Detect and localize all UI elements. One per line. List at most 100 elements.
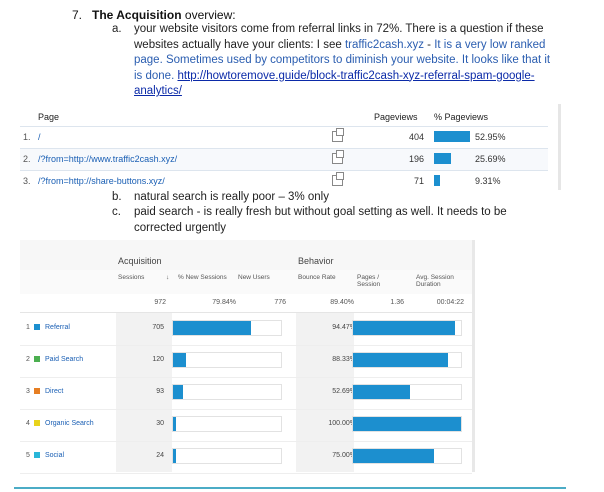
sessions-value: 24 (156, 452, 164, 459)
heading-rest: overview: (181, 8, 236, 22)
bounce-rate-value: 52.69% (332, 388, 356, 395)
referral-domain: traffic2cash.xyz (344, 38, 424, 51)
avg-duration-header[interactable]: Avg. Session Duration (416, 274, 454, 288)
row-index: 3. (23, 176, 31, 186)
sessions-value: 120 (152, 356, 164, 363)
channel-link[interactable]: Social (45, 452, 65, 459)
sessions-bar (173, 321, 251, 335)
bounce-bar-track (352, 352, 462, 368)
channel-row: 2 Paid Search 120 88.33% (20, 344, 472, 378)
group-header-row: Acquisition Behavior (20, 240, 472, 271)
sessions-bar-track (172, 416, 282, 432)
total-avg-duration: 00:04:22 (436, 299, 464, 306)
bounce-rate-bar (353, 385, 410, 399)
page-column-header: Page (38, 112, 60, 122)
item-c-text: paid search - is really fresh but withou… (134, 206, 507, 234)
bounce-rate-value: 94.47% (332, 324, 356, 331)
item-a: a. your website visitors come from refer… (112, 23, 551, 98)
bounce-rate-value: 100.00% (328, 420, 356, 427)
pageviews-value: 71 (413, 176, 424, 186)
sessions-bar-track (172, 352, 282, 368)
item-c-label: c. (112, 206, 121, 218)
bounce-rate-bar (353, 417, 461, 431)
channel-color-swatch (34, 420, 40, 426)
pageviews-column-header: Pageviews (374, 112, 418, 122)
channel-row: 5 Social 24 75.00% (20, 440, 472, 474)
table-row: 2. /?from=http://www.traffic2cash.xyz/196… (20, 148, 548, 170)
item-b-label: b. (112, 191, 122, 203)
bounce-rate-bar (353, 449, 434, 463)
bounce-bar-track (352, 320, 462, 336)
pct-value: 9.31% (475, 176, 501, 186)
heading-number: 7. (72, 8, 83, 22)
acquisition-group-label: Acquisition (118, 256, 162, 266)
acquisition-table: Acquisition Behavior Sessions ↓ % New Se… (20, 240, 475, 474)
pageviews-bar (434, 175, 440, 186)
channel-link[interactable]: Paid Search (45, 356, 84, 363)
bounce-bar-track (352, 384, 462, 400)
table-row: 3. /?from=http://share-buttons.xyz/71 9.31… (20, 170, 548, 192)
column-header-row: Sessions ↓ % New Sessions New Users Boun… (20, 270, 472, 295)
row-rank: 1 (26, 324, 30, 331)
sessions-value: 93 (156, 388, 164, 395)
row-rank: 2 (26, 356, 30, 363)
sessions-bar-track (172, 384, 282, 400)
channel-color-swatch (34, 452, 40, 458)
scrollbar[interactable] (472, 240, 475, 472)
page-link[interactable]: / (38, 132, 41, 142)
total-new-users: 776 (274, 299, 286, 306)
page-divider (14, 487, 566, 489)
sessions-value: 30 (156, 420, 164, 427)
sort-desc-icon[interactable]: ↓ (166, 274, 170, 281)
page-link[interactable]: /?from=http://www.traffic2cash.xyz/ (38, 154, 178, 164)
pct-pageviews-column-header: % Pageviews (434, 112, 489, 122)
channel-color-swatch (34, 388, 40, 394)
copy-icon[interactable] (332, 172, 344, 186)
sessions-bar (173, 385, 183, 399)
sessions-header[interactable]: Sessions (118, 274, 145, 281)
bounce-bar-track (352, 448, 462, 464)
bounce-rate-value: 88.33% (332, 356, 356, 363)
removal-guide-link[interactable]: http://howtoremove.guide/block-traffic2c… (134, 69, 535, 98)
behavior-group-label: Behavior (298, 256, 334, 266)
pageviews-value: 196 (408, 154, 424, 164)
item-b-text: natural search is really poor – 3% only (134, 191, 329, 203)
pageviews-bar (434, 153, 451, 164)
total-sessions: 972 (154, 299, 166, 306)
row-rank: 5 (26, 452, 30, 459)
item-b: b. natural search is really poor – 3% on… (112, 190, 554, 206)
copy-icon[interactable] (332, 128, 344, 142)
scrollbar[interactable] (558, 104, 561, 190)
sessions-bar (173, 449, 176, 463)
row-rank: 4 (26, 420, 30, 427)
channel-link[interactable]: Direct (45, 388, 64, 395)
row-rank: 3 (26, 388, 30, 395)
pages-session-header[interactable]: Pages / Session (357, 274, 381, 288)
page-link[interactable]: /?from=http://share-buttons.xyz/ (38, 176, 165, 186)
pageviews-bar (434, 131, 470, 142)
new-users-header[interactable]: New Users (238, 274, 270, 281)
channel-row: 1 Referral 705 94.47% (20, 312, 472, 346)
pageviews-value: 404 (408, 132, 424, 142)
bounce-rate-value: 75.00% (332, 452, 356, 459)
channel-row: 4 Organic Search 30 100.00% (20, 408, 472, 442)
table-header: Page Pageviews % Pageviews (20, 110, 558, 126)
item-a-text: your website visitors come from referral… (134, 23, 544, 51)
row-index: 1. (23, 132, 31, 142)
total-new-sessions: 79.84% (212, 299, 236, 306)
channel-color-swatch (34, 324, 40, 330)
channel-link[interactable]: Referral (45, 324, 70, 331)
heading-title: The Acquisition (92, 8, 182, 22)
total-bounce-rate: 89.40% (330, 299, 354, 306)
copy-icon[interactable] (332, 150, 344, 164)
top-pages-table: Page Pageviews % Pageviews 1. / 404 52.95% 2… (20, 104, 561, 192)
sessions-bar (173, 353, 186, 367)
totals-row: 972 79.84% 776 89.40% 1.36 00:04:22 (20, 294, 472, 313)
new-sessions-header[interactable]: % New Sessions (178, 274, 227, 281)
row-index: 2. (23, 154, 31, 164)
bounce-rate-header[interactable]: Bounce Rate (298, 274, 336, 281)
channel-link[interactable]: Organic Search (45, 420, 94, 427)
sessions-bar-track (172, 320, 282, 336)
channel-row: 3 Direct 93 52.69% (20, 376, 472, 410)
table-row: 1. / 404 52.95% (20, 126, 548, 148)
